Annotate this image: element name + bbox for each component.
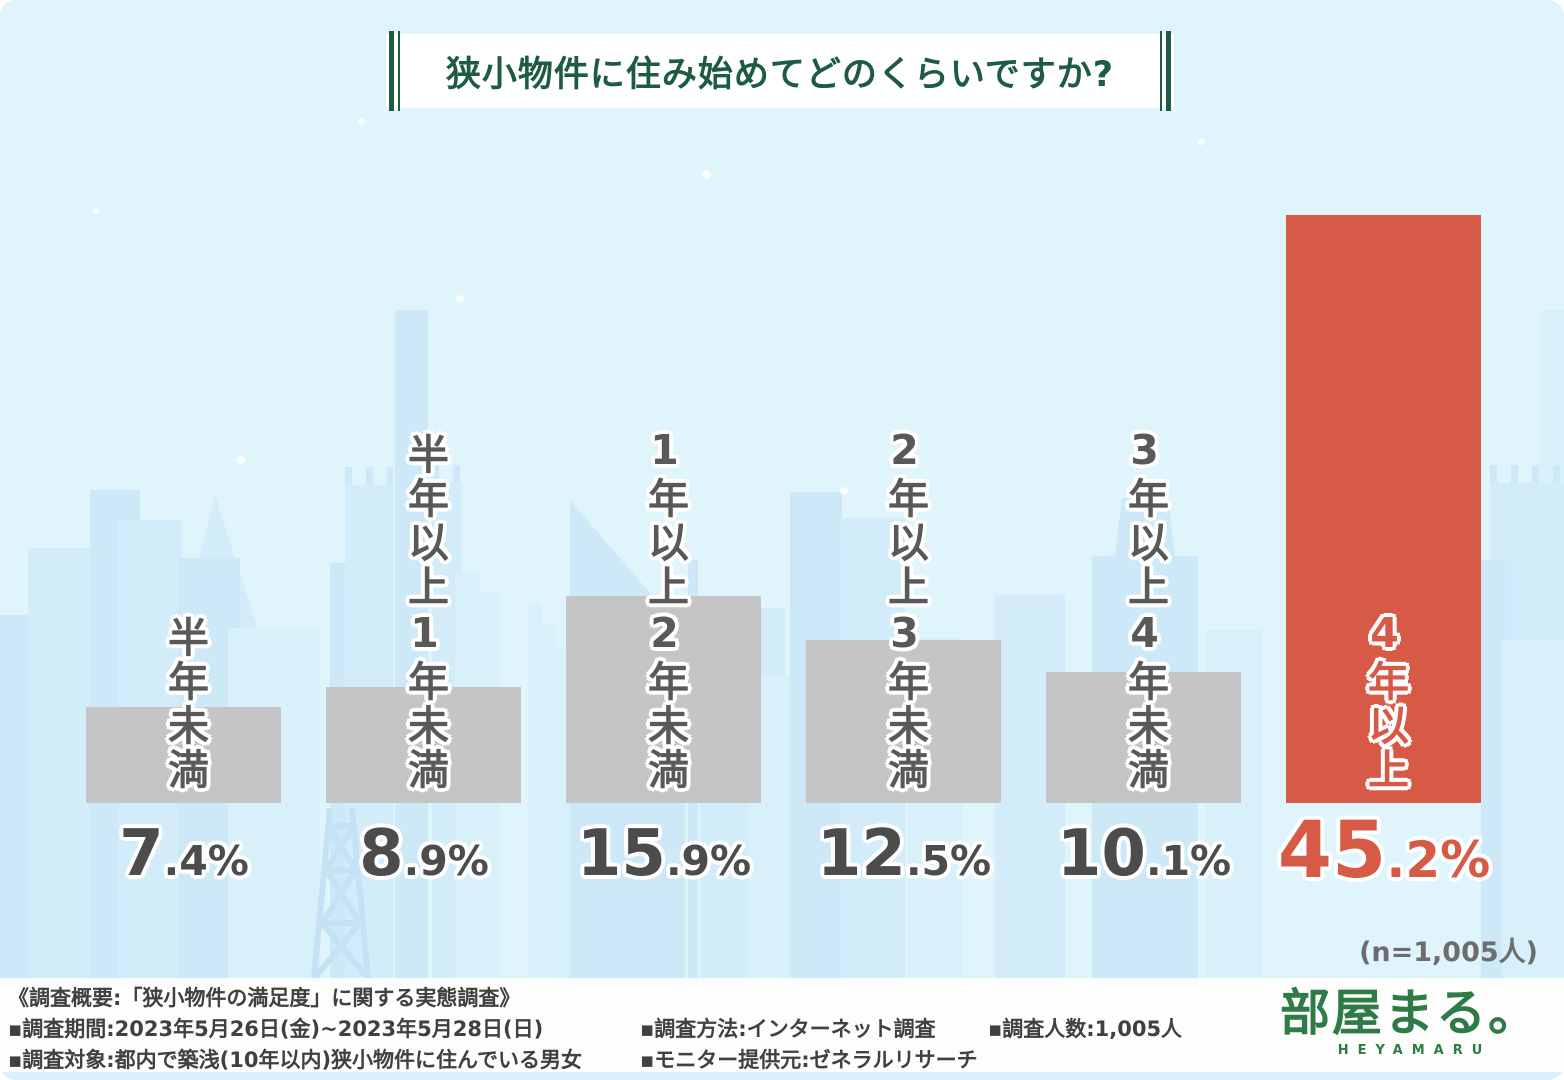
bar-value: 10.1% xyxy=(1057,822,1231,886)
title-banner: 狭小物件に住み始めてどのくらいですか? xyxy=(386,31,1174,111)
building-silhouette xyxy=(28,548,93,978)
bar-over-4-years xyxy=(1286,215,1481,803)
sample-size-note: (n=1,005人) xyxy=(1359,937,1538,968)
snow-dot xyxy=(1198,138,1205,145)
page-title: 狭小物件に住み始めてどのくらいですか? xyxy=(445,54,1115,95)
bar-label: 半年未満 xyxy=(160,616,209,792)
bar-label: 半年以上1年未満 xyxy=(400,433,449,792)
bar-1-to-2-years xyxy=(566,596,761,803)
snow-dot xyxy=(840,487,848,495)
value-main: 8 xyxy=(359,817,404,891)
bar-label: 2年以上3年未満 xyxy=(880,426,929,792)
survey-method-column: ▪調査方法:インターネット調査 ▪モニター提供元:ゼネラルリサーチ xyxy=(640,1014,978,1076)
bar-value-highlight: 45.2% xyxy=(1278,812,1490,890)
rooftop-posts xyxy=(345,467,393,485)
value-sub: .1% xyxy=(1145,837,1232,885)
value-sub: .9% xyxy=(665,837,752,885)
survey-footer: 《調査概要:「狭小物件の満足度」に関する実態調査》 ▪調査期間:2023年5月2… xyxy=(0,978,1564,1072)
snow-dot xyxy=(236,456,245,465)
survey-method-line: ▪調査方法:インターネット調査 xyxy=(640,1017,936,1041)
bar-value: 7.4% xyxy=(119,822,249,886)
value-sub: .4% xyxy=(163,837,249,885)
bar-value: 8.9% xyxy=(359,822,489,886)
value-main: 45 xyxy=(1277,806,1387,896)
building-silhouette xyxy=(542,625,556,978)
rooftop-posts xyxy=(432,465,462,483)
value-main: 10 xyxy=(1056,817,1146,891)
bar-2-to-3-years xyxy=(806,640,1001,803)
building-silhouette xyxy=(528,603,542,978)
bar-value: 12.5% xyxy=(817,822,991,886)
value-main: 15 xyxy=(576,817,666,891)
logo-romaji: HEYAMARU xyxy=(1337,1043,1492,1058)
value-sub: .5% xyxy=(905,837,992,885)
survey-period-line: ▪調査期間:2023年5月26日(金)~2023年5月28日(日) xyxy=(8,1017,544,1041)
chart-area: 狭小物件に住み始めてどのくらいですか? 半年未満 半年以上1年未満 1年以上2年… xyxy=(0,0,1564,978)
survey-people-column: ▪調査人数:1,005人 xyxy=(988,1014,1182,1045)
bar-under-half-year xyxy=(86,707,281,803)
heyamaru-logo: 部屋まる。 HEYAMARU xyxy=(1280,988,1540,1058)
survey-people-line: ▪調査人数:1,005人 xyxy=(988,1017,1183,1041)
building-silhouette xyxy=(1502,640,1564,978)
tower-silhouette xyxy=(395,310,428,978)
rooftop-posts xyxy=(1490,465,1564,483)
snow-dot xyxy=(358,118,365,125)
building-silhouette xyxy=(228,628,320,978)
value-sub: .2% xyxy=(1386,831,1491,889)
snow-dot xyxy=(456,295,464,303)
bar-value: 15.9% xyxy=(577,822,751,886)
value-sub: .9% xyxy=(403,837,489,885)
transmission-tower-icon xyxy=(311,808,371,978)
survey-overview-column: 《調査概要:「狭小物件の満足度」に関する実態調査》 ▪調査期間:2023年5月2… xyxy=(8,983,582,1076)
snow-dot xyxy=(702,170,711,179)
survey-monitor-line: ▪モニター提供元:ゼネラルリサーチ xyxy=(640,1048,978,1072)
bottom-strip xyxy=(0,1072,1564,1080)
survey-target-line: ▪調査対象:都内で築浅(10年以内)狭小物件に住んでいる男女 xyxy=(8,1048,582,1072)
bar-label-highlight: 4年以上 xyxy=(1360,609,1409,792)
logo-wordmark: 部屋まる。 xyxy=(1280,984,1540,1042)
bar-half-to-1-year xyxy=(326,687,521,803)
snow-dot xyxy=(93,208,99,214)
bar-3-to-4-years xyxy=(1046,672,1241,803)
survey-overview-line: 《調査概要:「狭小物件の満足度」に関する実態調査》 xyxy=(8,986,521,1010)
bar-label: 3年以上4年未満 xyxy=(1120,426,1169,792)
value-main: 12 xyxy=(816,817,906,891)
value-main: 7 xyxy=(119,817,164,891)
bar-label: 1年以上2年未満 xyxy=(640,426,689,792)
